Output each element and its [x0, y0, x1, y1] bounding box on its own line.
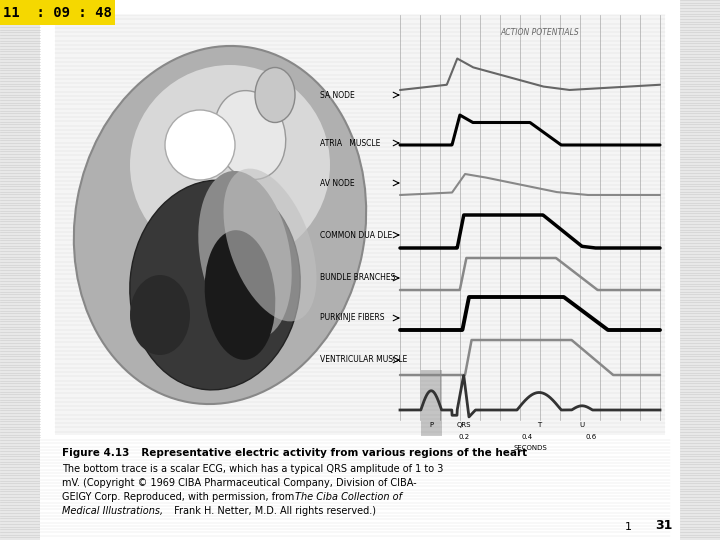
Text: SECONDS: SECONDS: [513, 445, 547, 451]
Text: ACTION POTENTIALS: ACTION POTENTIALS: [500, 28, 580, 37]
Text: VENTRICULAR MUSCLE: VENTRICULAR MUSCLE: [320, 355, 408, 364]
Text: PURKINJE FIBERS: PURKINJE FIBERS: [320, 314, 384, 322]
Text: The Ciba Collection of: The Ciba Collection of: [295, 492, 402, 502]
Text: T: T: [537, 422, 541, 428]
Bar: [40, 0, 680, 540]
Text: 0.6: 0.6: [585, 434, 597, 440]
Ellipse shape: [130, 275, 190, 355]
Text: The bottom trace is a scalar ECG, which has a typical QRS amplitude of 1 to 3: The bottom trace is a scalar ECG, which …: [62, 464, 444, 474]
Text: 11  : 09 : 48: 11 : 09 : 48: [3, 6, 112, 20]
Text: mV. (Copyright © 1969 CIBA Pharmaceutical Company, Division of CIBA-: mV. (Copyright © 1969 CIBA Pharmaceutica…: [62, 478, 417, 488]
Ellipse shape: [198, 171, 292, 339]
Text: 0.2: 0.2: [458, 434, 469, 440]
Ellipse shape: [74, 46, 366, 404]
Text: Medical Illustrations,: Medical Illustrations,: [62, 506, 163, 516]
Text: Figure 4.13: Figure 4.13: [62, 448, 130, 458]
Text: 31: 31: [655, 519, 672, 532]
Bar: [0, 0, 115, 25]
Bar: [40, 440, 670, 538]
Ellipse shape: [255, 68, 295, 123]
Text: Representative electric activity from various regions of the heart: Representative electric activity from va…: [134, 448, 527, 458]
Circle shape: [165, 110, 235, 180]
Bar: [55, 15, 665, 435]
Text: QRS: QRS: [456, 422, 471, 428]
Text: Frank H. Netter, M.D. All rights reserved.): Frank H. Netter, M.D. All rights reserve…: [171, 506, 376, 516]
Ellipse shape: [130, 180, 300, 390]
Text: AV NODE: AV NODE: [320, 179, 355, 187]
Text: BUNDLE BRANCHES: BUNDLE BRANCHES: [320, 273, 395, 282]
Ellipse shape: [130, 65, 330, 265]
Text: SA NODE: SA NODE: [320, 91, 355, 99]
Text: P: P: [429, 422, 433, 428]
Text: 1: 1: [625, 522, 632, 532]
Ellipse shape: [223, 168, 317, 321]
Text: 0.4: 0.4: [522, 434, 533, 440]
Bar: [420, 370, 441, 436]
Text: COMMON DUA DLE: COMMON DUA DLE: [320, 231, 392, 240]
Ellipse shape: [215, 91, 286, 179]
Text: U: U: [580, 422, 585, 428]
Text: ATRIA   MUSCLE: ATRIA MUSCLE: [320, 138, 380, 147]
Ellipse shape: [204, 230, 275, 360]
Text: GEIGY Corp. Reproduced, with permission, from: GEIGY Corp. Reproduced, with permission,…: [62, 492, 297, 502]
